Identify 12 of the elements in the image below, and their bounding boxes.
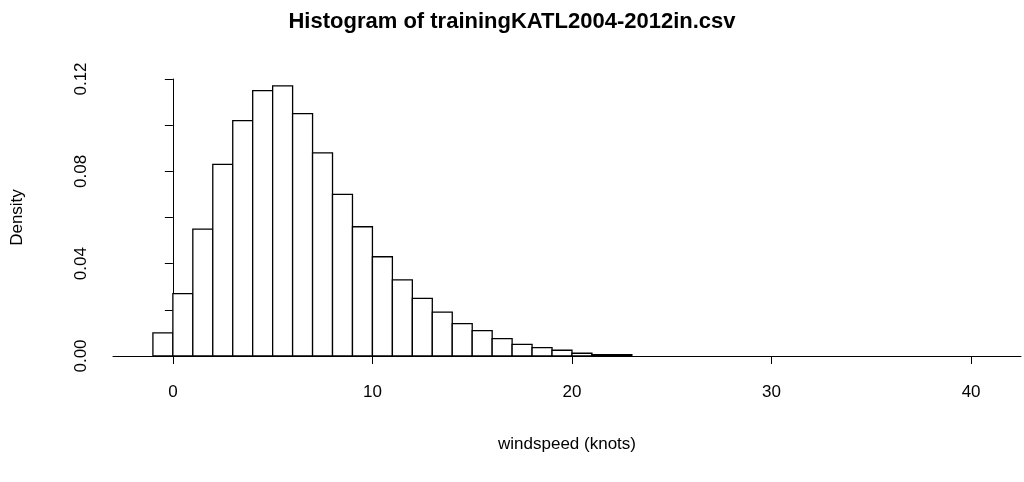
x-tick-label: 0 xyxy=(168,382,178,401)
y-tick-label: 0.04 xyxy=(71,247,90,281)
y-tick-label: 0.12 xyxy=(71,62,90,96)
x-tick-label: 10 xyxy=(362,382,382,401)
x-tick-label: 30 xyxy=(762,382,782,401)
y-tick-label: 0.08 xyxy=(71,154,90,188)
y-axis-title: Density xyxy=(7,188,26,246)
y-tick-label: 0.00 xyxy=(71,339,90,373)
chart-title: Histogram of trainingKATL2004-2012in.csv xyxy=(288,7,737,33)
x-tick-label: 20 xyxy=(562,382,582,401)
x-tick-label: 40 xyxy=(961,382,981,401)
x-axis-title: windspeed (knots) xyxy=(497,434,636,453)
